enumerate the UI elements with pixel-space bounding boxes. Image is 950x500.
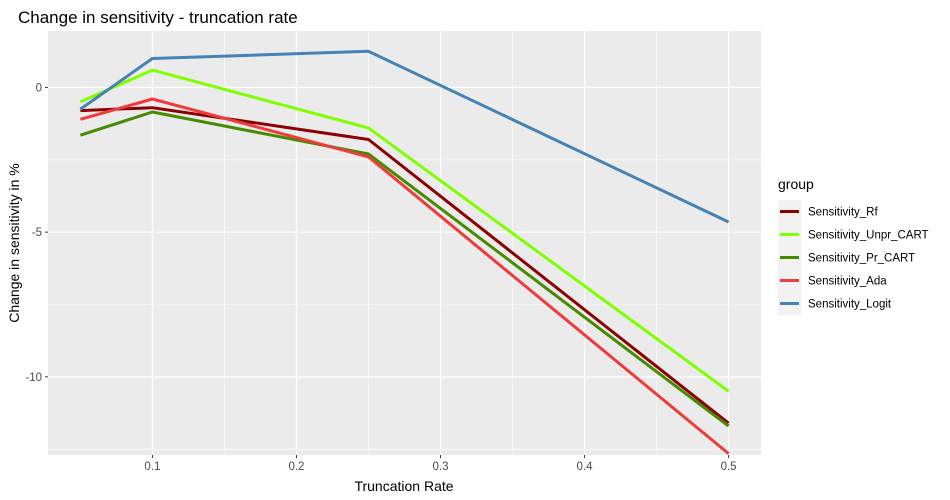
series-line-sensitivity-pr-cart xyxy=(79,110,730,428)
x-tick-label: 0.5 xyxy=(721,461,737,473)
x-axis-title: Truncation Rate xyxy=(354,478,453,494)
legend-label: Sensitivity_Unpr_CART xyxy=(808,230,929,242)
x-tick-label: 0.2 xyxy=(288,461,304,473)
legend-label: Sensitivity_Logit xyxy=(808,299,892,311)
y-tick-label: -5 xyxy=(32,227,42,239)
x-tick-label: 0.1 xyxy=(144,461,160,473)
legend-item: Sensitivity_Logit xyxy=(778,292,892,315)
series-line-sensitivity-ada xyxy=(79,97,730,455)
y-tick-label: 0 xyxy=(36,82,42,94)
x-tick-label: 0.3 xyxy=(433,461,449,473)
legend-item: Sensitivity_Pr_CART xyxy=(778,246,915,269)
legend-title: group xyxy=(778,176,814,192)
y-axis-title: Change in sensitivity in % xyxy=(6,163,22,323)
chart-title: Change in sensitivity - truncation rate xyxy=(18,8,298,27)
x-tick-label: 0.4 xyxy=(577,461,594,473)
y-tick-label: -10 xyxy=(25,372,42,384)
legend-item: Sensitivity_Unpr_CART xyxy=(778,223,929,246)
legend-label: Sensitivity_Pr_CART xyxy=(808,253,915,265)
plot-area xyxy=(48,31,761,455)
series-line-sensitivity-logit xyxy=(79,49,730,224)
legend-item: Sensitivity_Ada xyxy=(778,269,887,292)
series-line-sensitivity-unpr-cart xyxy=(79,68,730,393)
legend-label: Sensitivity_Ada xyxy=(808,276,887,288)
x-axis: 0.1 0.2 0.3 0.4 0.5 xyxy=(144,455,737,473)
legend: group Sensitivity_Rf Sensitivity_Unpr_CAR… xyxy=(778,176,929,315)
y-axis: 0 -5 -10 xyxy=(25,82,48,384)
legend-item: Sensitivity_Rf xyxy=(778,200,878,223)
legend-label: Sensitivity_Rf xyxy=(808,207,878,219)
